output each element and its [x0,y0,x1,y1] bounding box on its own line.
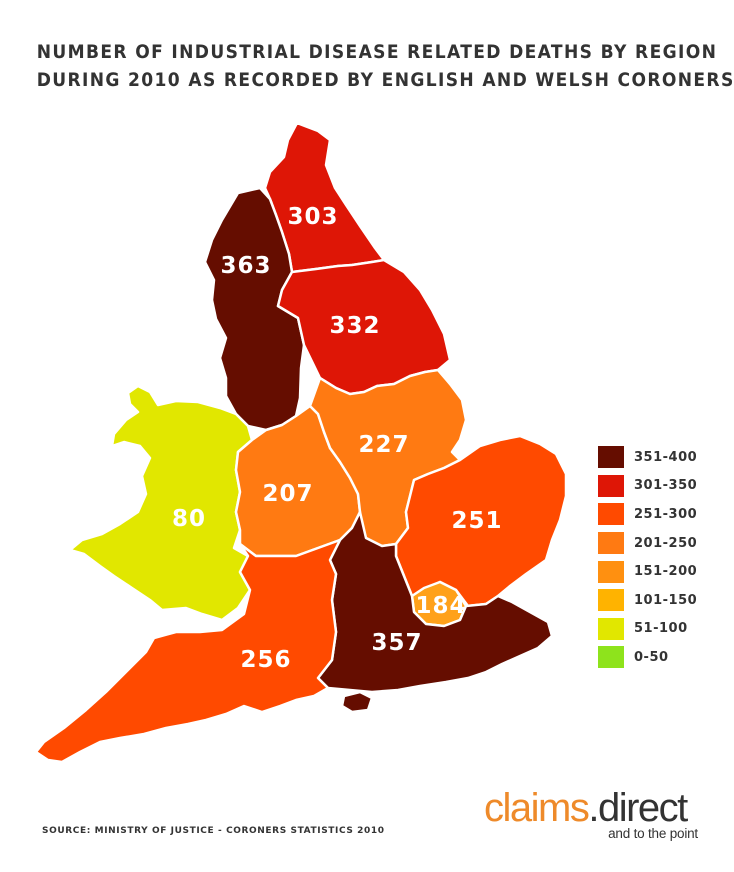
legend-label: 251-300 [634,506,698,522]
legend-item: 301-350 [598,472,697,501]
legend-item: 51-100 [598,615,697,644]
title-line-1: NUMBER OF INDUSTRIAL DISEASE RELATED DEA… [36,41,718,63]
label-north-west: 363 [220,253,271,279]
legend-item: 101-150 [598,586,697,615]
legend-swatch [598,474,624,497]
legend-item: 151-200 [598,557,697,586]
label-east: 251 [451,508,502,534]
legend-label: 301-350 [634,478,698,494]
legend-swatch [598,560,624,583]
legend-item: 0-50 [598,643,697,672]
label-london: 184 [415,593,466,619]
label-wales: 80 [172,506,206,532]
label-south-east: 357 [371,630,422,656]
logo-part-direct: direct [597,786,688,830]
legend-swatch [598,446,624,469]
logo-wordmark: claims.direct [484,788,704,828]
legend-label: 351-400 [634,449,698,465]
legend-label: 151-200 [634,564,698,580]
legend-item: 251-300 [598,500,697,529]
legend-swatch [598,589,624,612]
source-note: SOURCE: MINISTRY OF JUSTICE - CORONERS S… [42,826,385,836]
legend-swatch [598,532,624,555]
legend-label: 51-100 [634,621,688,637]
label-east-midlands: 227 [358,432,409,458]
label-west-midlands: 207 [262,481,313,507]
region-south-west [34,538,342,764]
legend-label: 101-150 [634,592,698,608]
label-north-east: 303 [287,204,338,230]
legend-item: 351-400 [598,443,697,472]
map-legend: 351-400 301-350 251-300 201-250 151-200 101-1… [598,443,697,672]
logo-part-claims: claims [484,786,590,830]
legend-label: 0-50 [634,649,669,665]
map-title: NUMBER OF INDUSTRIAL DISEASE RELATED DEA… [36,38,734,94]
legend-swatch [598,617,624,640]
region-wales [68,384,254,622]
legend-swatch [598,503,624,526]
claims-direct-logo: claims.direct and to the point [484,788,704,841]
legend-label: 201-250 [634,535,698,551]
label-south-west: 256 [240,647,291,673]
region-isle-of-wight [340,690,374,714]
label-yorkshire: 332 [329,313,380,339]
logo-dot: . [588,786,599,830]
legend-item: 201-250 [598,529,697,558]
logo-tagline: and to the point [608,826,698,841]
legend-swatch [598,646,624,669]
title-line-2: DURING 2010 AS RECORDED BY ENGLISH AND W… [36,69,734,91]
